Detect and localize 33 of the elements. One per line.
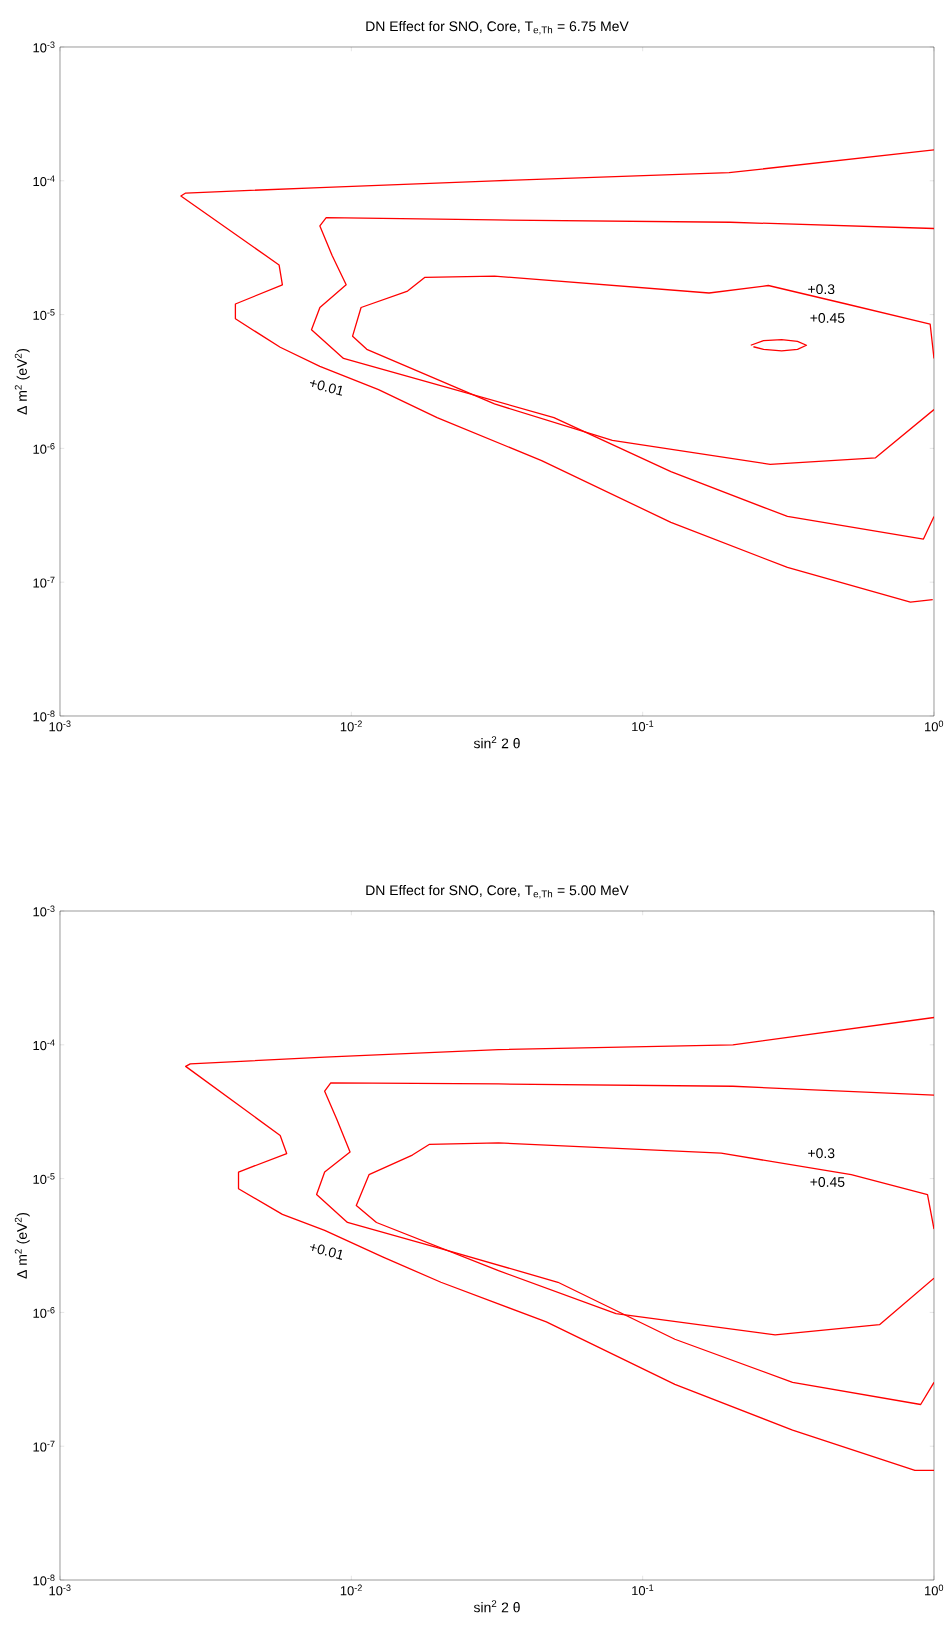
- x-axis-title: sin$^{2}$ 2 θ: [473, 1600, 520, 1613]
- y-tick-label: 10$^{-4}$: [33, 175, 55, 187]
- y-tick-label: 10$^{-6}$: [33, 443, 55, 454]
- x-tick-label: 10$^{-2}$: [340, 1584, 362, 1596]
- y-tick-label: 10$^{-3}$: [33, 905, 55, 917]
- y-axis-title: Δ m$^{2}$ (eV$^{2}$): [14, 348, 30, 415]
- x-tick-label: 10$^{-2}$: [340, 720, 362, 732]
- y-tick-label: 10$^{-8}$: [33, 710, 55, 722]
- y-axis-title: Δ m$^{2}$ (eV$^{2}$): [14, 1212, 30, 1279]
- annotation: +0.3: [808, 1148, 835, 1159]
- y-tick-label: 10$^{-7}$: [33, 576, 55, 588]
- annotation: +0.01: [310, 1244, 342, 1260]
- x-tick-label: 10$^{-3}$: [49, 1584, 71, 1596]
- annotation: +0.45: [810, 312, 845, 323]
- line-series: [750, 338, 808, 352]
- annotation: +0.3: [808, 284, 835, 295]
- x-tick-label: 10$^{0}$: [925, 720, 944, 732]
- annotation: +0.01: [310, 380, 342, 396]
- x-tick-label: 10$^{-1}$: [632, 1584, 654, 1596]
- x-axis-title: sin$^{2}$ 2 θ: [473, 736, 520, 749]
- y-tick-label: 10$^{-4}$: [33, 1039, 55, 1051]
- annotation: +0.45: [810, 1177, 845, 1187]
- chart-title: DN Effect for SNO, Core, T$_{e,Th}$ = 6.75 MeV: [366, 21, 629, 35]
- y-tick-label: 10$^{-7}$: [33, 1440, 55, 1452]
- y-tick-label: 10$^{-5}$: [33, 1173, 55, 1184]
- y-tick-label: 10$^{-8}$: [33, 1574, 55, 1586]
- y-tick-label: 10$^{-6}$: [33, 1307, 55, 1318]
- x-tick-label: 10$^{-1}$: [632, 720, 654, 732]
- x-tick-label: 10$^{-3}$: [49, 720, 71, 732]
- y-tick-label: 10$^{-5}$: [33, 309, 55, 320]
- y-tick-label: 10$^{-3}$: [33, 41, 55, 53]
- chart-title: DN Effect for SNO, Core, T$_{e,Th}$ = 5.00 MeV: [366, 885, 629, 899]
- x-tick-label: 10$^{0}$: [925, 1584, 944, 1596]
